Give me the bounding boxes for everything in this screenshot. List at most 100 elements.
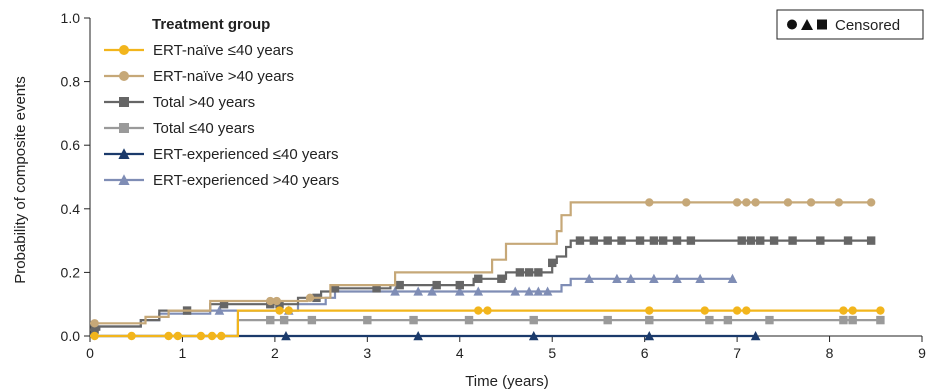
censor-mark — [705, 315, 714, 325]
legend-label: Total ≤40 years — [153, 120, 255, 137]
censor-mark — [528, 331, 539, 341]
censor-mark — [524, 268, 534, 277]
censor-mark — [395, 280, 404, 290]
x-tick-label: 4 — [456, 345, 464, 361]
censor-mark — [816, 236, 825, 245]
censor-mark — [645, 315, 654, 325]
censor-mark — [330, 284, 340, 293]
axes-layer: 0 1 2 3 4 5 6 7 8 9 0.0 0.2 0.4 0.6 0.8 1.0 — [61, 10, 927, 361]
censor-mark — [534, 268, 543, 277]
censor-mark — [645, 306, 654, 315]
censor-mark — [876, 315, 885, 325]
censor-mark — [464, 315, 474, 325]
censor-mark — [700, 306, 709, 315]
censor-mark — [533, 286, 544, 296]
legend: Treatment group ERT-naïve ≤40 years ERT-n… — [104, 16, 339, 189]
censor-mark — [363, 315, 372, 325]
censor-mark — [281, 331, 291, 341]
series-line — [90, 309, 881, 338]
legend-label: ERT-naïve ≤40 years — [153, 42, 294, 59]
censor-circle-icon — [787, 19, 797, 30]
censor-mark — [575, 236, 585, 245]
censor-mark — [612, 273, 622, 283]
censor-mark — [589, 236, 599, 245]
censor-mark — [783, 198, 793, 207]
legend-marker — [119, 123, 129, 133]
censor-mark — [742, 306, 751, 315]
legend-marker — [119, 45, 129, 55]
censor-mark — [695, 273, 705, 283]
censor-mark — [866, 236, 876, 245]
censor-mark — [207, 331, 217, 341]
censor-mark — [672, 236, 682, 245]
censor-mark — [90, 319, 99, 328]
censor-mark — [372, 284, 381, 293]
censor-mark — [603, 236, 612, 245]
censor-mark — [266, 315, 275, 325]
y-tick-label: 0.4 — [61, 201, 81, 217]
legend-marker — [119, 71, 129, 81]
censor-mark — [686, 236, 696, 245]
series-1 — [90, 198, 876, 328]
censor-mark — [658, 236, 668, 245]
legend-label: ERT-naïve >40 years — [153, 68, 294, 85]
series-2 — [90, 236, 876, 334]
censor-mark — [839, 315, 848, 325]
censor-mark — [524, 286, 534, 296]
censor-mark — [727, 273, 738, 283]
censor-mark — [672, 273, 682, 283]
censor-mark — [806, 198, 816, 207]
series-line — [90, 239, 872, 331]
x-tick-label: 9 — [918, 345, 926, 361]
series-layer — [90, 198, 885, 341]
censor-mark — [217, 331, 226, 341]
censor-mark — [626, 273, 636, 283]
series-line — [90, 201, 872, 325]
censor-mark — [473, 286, 484, 296]
censor-mark — [275, 306, 284, 315]
y-tick-label: 0.2 — [61, 264, 81, 280]
censor-mark — [279, 315, 289, 325]
censor-mark — [848, 306, 857, 315]
censor-mark — [644, 331, 655, 341]
censor-mark — [497, 274, 506, 283]
series-line — [90, 319, 881, 338]
censor-mark — [474, 274, 483, 283]
censor-mark — [584, 273, 594, 283]
legend-marker — [118, 174, 130, 185]
censor-mark — [474, 306, 483, 315]
censor-mark — [529, 315, 538, 325]
censor-mark — [483, 306, 492, 315]
censor-mark — [843, 236, 853, 245]
y-tick-label: 0.6 — [61, 137, 81, 153]
censor-mark — [284, 306, 293, 315]
censor-mark — [275, 300, 284, 309]
y-tick-label: 0.0 — [61, 328, 81, 344]
censor-mark — [603, 315, 612, 325]
censor-mark — [645, 198, 654, 207]
legend-label: ERT-experienced ≤40 years — [153, 146, 339, 163]
censor-mark — [649, 236, 659, 245]
censor-mark — [737, 236, 746, 245]
censor-mark — [732, 198, 742, 207]
y-tick-label: 1.0 — [61, 10, 81, 26]
censor-mark — [219, 300, 229, 309]
legend-marker — [119, 97, 129, 107]
x-tick-label: 2 — [271, 345, 279, 361]
censor-mark — [769, 236, 779, 245]
censor-square-icon — [817, 19, 827, 30]
censor-mark — [272, 296, 281, 306]
series-0 — [90, 306, 885, 341]
censor-mark — [732, 306, 742, 315]
censor-mark — [617, 236, 626, 245]
censor-mark — [649, 273, 659, 283]
censor-mark — [173, 331, 183, 341]
censor-mark — [164, 331, 173, 341]
x-tick-label: 1 — [179, 345, 187, 361]
censor-mark — [427, 286, 437, 296]
censor-mark — [542, 286, 553, 296]
censor-mark — [635, 236, 645, 245]
censor-mark — [413, 286, 423, 296]
legend-title: Treatment group — [152, 16, 270, 33]
legend-label: ERT-experienced >40 years — [153, 172, 339, 189]
